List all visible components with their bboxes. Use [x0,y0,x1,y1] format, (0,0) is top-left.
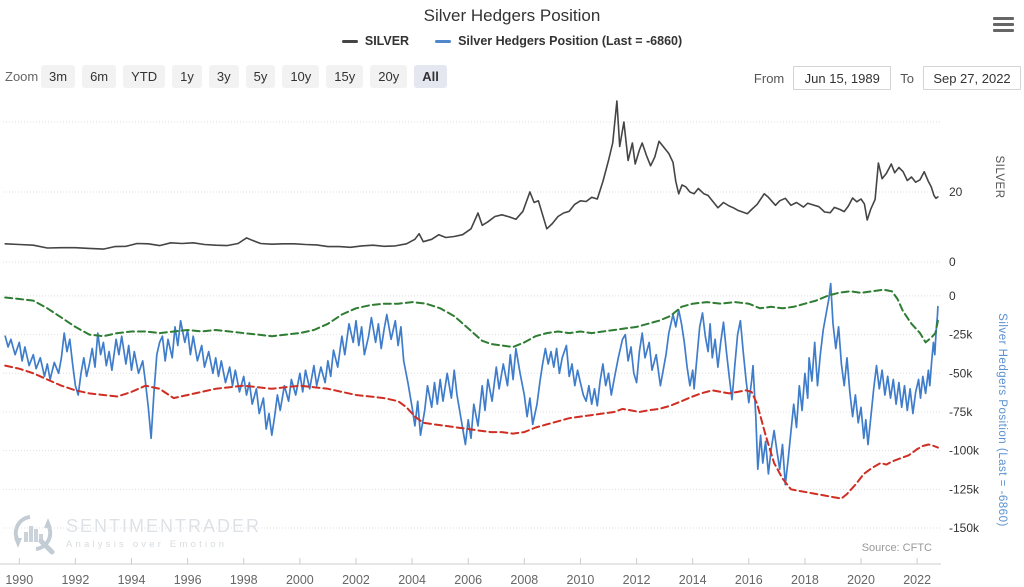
x-tick-label: 1994 [118,573,146,587]
to-date-input[interactable] [923,66,1021,90]
zoom-button-all[interactable]: All [414,65,447,88]
x-tick-label: 2022 [903,573,931,587]
x-tick-label: 2004 [398,573,426,587]
zoom-button-10y[interactable]: 10y [282,65,320,88]
hamburger-menu-icon[interactable] [990,12,1016,34]
source-note: Source: CFTC [861,542,932,554]
zoom-button-5y[interactable]: 5y [245,65,276,88]
y-axis-title-position: Silver Hedgers Position (Last = -6860) [996,313,1008,527]
legend-swatch-1 [435,39,452,43]
zoom-button-3y[interactable]: 3y [208,65,239,88]
silver-series-line [4,100,939,250]
y-tick-label: -150k [949,521,980,535]
y-tick-label: 0 [949,255,956,269]
zoom-button-ytd[interactable]: YTD [123,65,166,88]
zoom-button-6m[interactable]: 6m [82,65,117,88]
y-tick-label: 20 [949,185,963,199]
zoom-button-20y[interactable]: 20y [370,65,408,88]
x-tick-label: 2000 [286,573,314,587]
y-tick-label: -125k [949,482,980,496]
y-tick-label: -75k [949,405,973,419]
y-tick-label: -25k [949,328,973,342]
upper-band-series-line [4,288,939,348]
x-tick-label: 1996 [174,573,202,587]
x-tick-label: 2010 [567,573,595,587]
date-range-group: From To [754,66,1021,90]
from-label: From [753,70,785,86]
x-tick-label: 2012 [623,573,651,587]
y-tick-label: -100k [949,444,980,458]
silver-hedgers-position-series-line [4,282,939,486]
legend: SILVER Silver Hedgers Position (Last = -… [0,34,1024,48]
x-tick-label: 2006 [454,573,482,587]
x-tick-label: 1992 [61,573,89,587]
legend-label: Silver Hedgers Position (Last = -6860) [458,34,683,48]
x-tick-label: 2002 [342,573,370,587]
x-tick-label: 2020 [847,573,875,587]
zoom-buttons: 3m 6m YTD 1y 3y 5y 10y 15y 20y All [41,65,447,88]
x-tick-label: 1990 [5,573,33,587]
legend-label: SILVER [364,34,410,48]
chart-title: Silver Hedgers Position [423,6,601,25]
zoom-button-3m[interactable]: 3m [41,65,76,88]
y-tick-label: -50k [949,366,973,380]
legend-item-silver[interactable]: SILVER [341,34,410,48]
y-tick-label: 0 [949,289,956,303]
x-tick-label: 2014 [679,573,707,587]
range-toolbar: Zoom 3m 6m YTD 1y 3y 5y 10y 15y 20y All From To [0,64,1024,90]
lower-band-series-line [4,364,939,500]
zoom-label: Zoom [5,69,39,84]
zoom-button-15y[interactable]: 15y [326,65,364,88]
x-tick-label: 2016 [735,573,763,587]
to-label: To [900,70,914,86]
plot-area[interactable] [3,95,941,565]
y-axis-title-price: SILVER [993,155,1005,198]
x-tick-label: 2008 [510,573,538,587]
legend-item-hedgers[interactable]: Silver Hedgers Position (Last = -6860) [435,34,682,48]
from-date-input[interactable] [793,66,892,90]
x-tick-label: 2018 [791,573,819,587]
legend-swatch-0 [341,39,358,43]
zoom-button-1y[interactable]: 1y [172,65,202,88]
x-tick-label: 1998 [230,573,258,587]
